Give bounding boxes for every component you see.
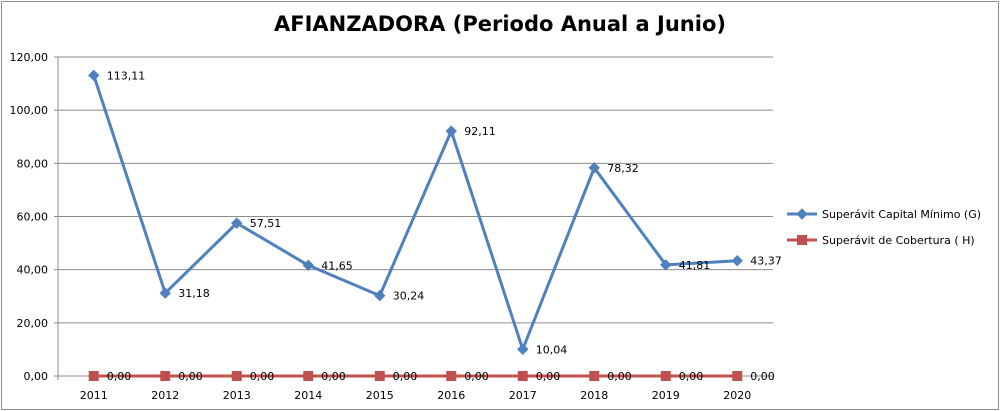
square-marker (160, 371, 171, 381)
diamond-marker (588, 162, 600, 174)
x-tick-label: 2020 (723, 389, 751, 402)
data-label: 43,37 (750, 255, 782, 268)
x-axis-tick-labels: 2011 2012 2013 2014 2015 2016 2017 2018 2019 2020 (80, 389, 752, 402)
data-label: 0,00 (107, 370, 132, 383)
diamond-marker (159, 287, 171, 299)
x-tick-label: 2014 (294, 389, 322, 402)
series-0 (88, 69, 743, 356)
series-1 (88, 371, 743, 381)
diamond-marker (231, 217, 243, 229)
square-marker (374, 371, 385, 381)
legend-label: Superávit Capital Mínimo (G) (822, 208, 981, 221)
square-marker (660, 371, 671, 381)
data-label: 0,00 (321, 370, 346, 383)
square-marker (589, 371, 600, 381)
data-label: 78,32 (607, 162, 639, 175)
diamond-marker (302, 259, 314, 271)
data-label: 31,18 (178, 287, 210, 300)
x-tick-label: 2016 (437, 389, 465, 402)
diamond-marker (445, 125, 457, 137)
diamond-marker (796, 208, 808, 220)
y-tick-label: 60,00 (17, 211, 49, 224)
data-label: 0,00 (464, 370, 489, 383)
legend-label: Superávit de Cobertura ( H) (822, 234, 975, 247)
data-labels: 113,11 31,18 57,51 41,65 30,24 92,11 10,04 78,3… (107, 69, 782, 383)
x-tick-label: 2015 (366, 389, 394, 402)
x-tick-label: 2012 (151, 389, 179, 402)
data-label: 41,65 (321, 259, 353, 272)
diamond-marker (88, 69, 100, 82)
data-label: 113,11 (107, 69, 146, 82)
square-marker (517, 371, 528, 381)
gridlines (58, 56, 773, 324)
y-tick-label: 40,00 (17, 264, 49, 277)
data-label: 0,00 (250, 370, 275, 383)
y-axis-tick-labels: 0,00 20,00 40,00 60,00 80,00 100,00 120,00 (10, 51, 49, 383)
x-tick-label: 2011 (80, 389, 108, 402)
data-label: 0,00 (750, 370, 775, 383)
data-label: 30,24 (393, 290, 425, 303)
y-tick-label: 0,00 (24, 370, 49, 383)
diamond-marker (517, 343, 529, 356)
square-marker (303, 371, 314, 381)
square-marker (446, 371, 457, 381)
x-tick-label: 2019 (652, 389, 680, 402)
diamond-marker (660, 259, 672, 271)
data-label: 57,51 (250, 217, 282, 230)
square-marker (797, 235, 807, 245)
x-tick-label: 2017 (509, 389, 537, 402)
square-marker (231, 371, 242, 381)
x-tick-label: 2018 (580, 389, 608, 402)
data-label: 0,00 (393, 370, 418, 383)
data-label: 0,00 (679, 370, 704, 383)
data-label: 0,00 (607, 370, 632, 383)
data-label: 41,81 (679, 259, 711, 272)
square-marker (88, 371, 99, 381)
series (88, 69, 743, 381)
x-tick-label: 2013 (223, 389, 251, 402)
data-label: 0,00 (178, 370, 203, 383)
data-label: 10,04 (536, 343, 568, 356)
y-tick-label: 120,00 (10, 51, 49, 64)
y-tick-label: 80,00 (17, 157, 49, 170)
y-tick-label: 20,00 (17, 317, 49, 330)
data-label: 0,00 (536, 370, 561, 383)
legend: Superávit Capital Mínimo (G) Superávit de… (787, 208, 981, 247)
square-marker (732, 371, 743, 381)
data-label: 92,11 (464, 125, 496, 138)
series-line (92, 74, 738, 351)
y-tick-label: 100,00 (10, 104, 49, 117)
diamond-marker (731, 255, 743, 267)
diamond-marker (374, 289, 386, 302)
chart-title: AFIANZADORA (Periodo Anual a Junio) (274, 12, 726, 36)
